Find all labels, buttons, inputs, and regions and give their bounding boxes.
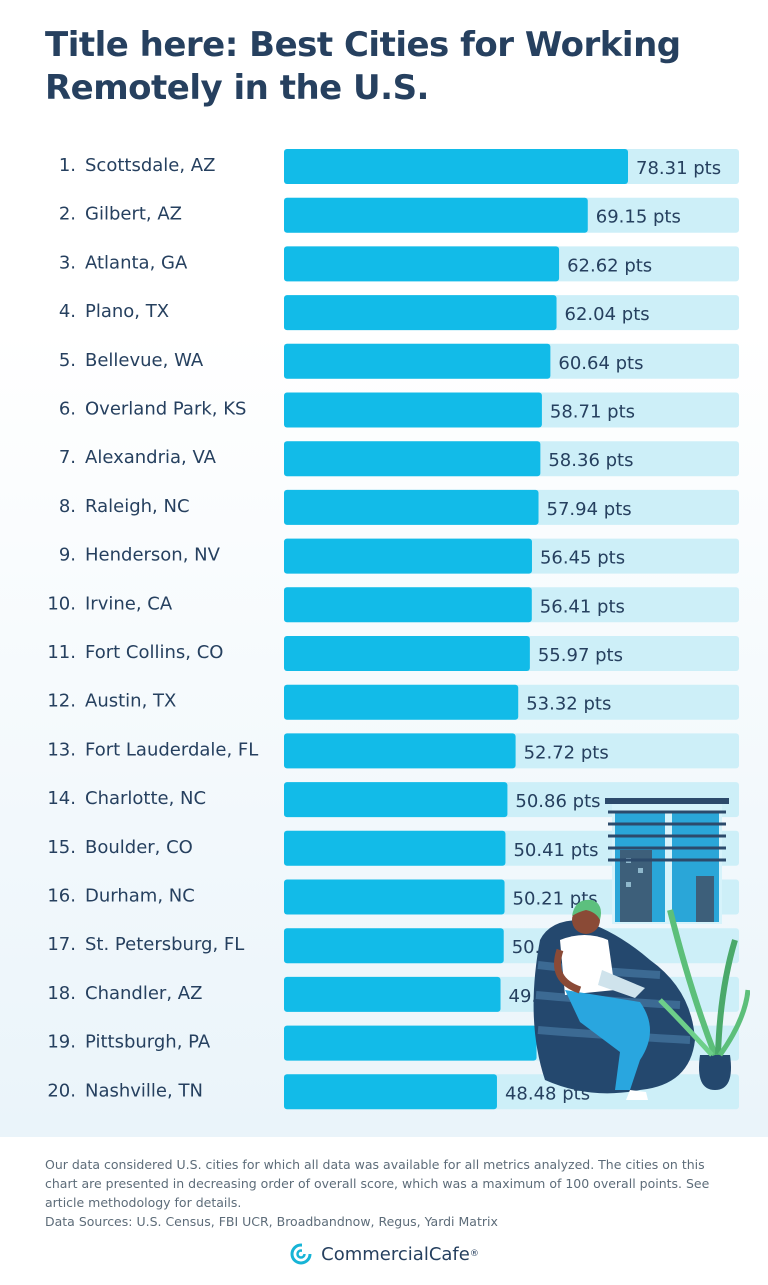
- commercialcafe-logo-icon: [290, 1242, 314, 1265]
- rank-number: 8.: [59, 496, 76, 517]
- city-label: Alexandria, VA: [85, 447, 217, 468]
- city-label: Henderson, NV: [85, 545, 221, 566]
- rank-number: 19.: [47, 1032, 76, 1053]
- city-label: Overland Park, KS: [85, 399, 246, 420]
- bar: [284, 392, 542, 428]
- person-head: [572, 906, 600, 934]
- value-label: 56.41 pts: [540, 596, 625, 617]
- value-label: 55.97 pts: [538, 645, 623, 666]
- rank-number: 12.: [47, 691, 76, 712]
- city-label: Pittsburgh, PA: [85, 1032, 211, 1053]
- bar-chart: 1. Scottsdale, AZ 78.31 pts 2. Gilbert, AZ 69…: [47, 149, 739, 1110]
- rank-number: 17.: [47, 934, 76, 955]
- value-label: 56.45 pts: [540, 548, 625, 569]
- bar: [284, 1074, 497, 1110]
- bar: [284, 879, 505, 915]
- rank-number: 2.: [59, 204, 76, 225]
- bar: [284, 830, 506, 866]
- methodology-note: Our data considered U.S. cities for whic…: [45, 1157, 710, 1210]
- city-label: St. Petersburg, FL: [85, 934, 244, 955]
- city-label: Irvine, CA: [85, 593, 173, 614]
- data-sources: Data Sources: U.S. Census, FBI UCR, Broa…: [45, 1214, 498, 1229]
- rank-number: 18.: [47, 983, 76, 1004]
- laptop: [598, 970, 645, 998]
- value-label: 52.72 pts: [524, 742, 609, 763]
- blinds-bar: [605, 798, 729, 804]
- bar: [284, 197, 588, 233]
- rank-number: 20.: [47, 1080, 76, 1101]
- city-label: Charlotte, NC: [85, 788, 206, 809]
- footer: Our data considered U.S. cities for whic…: [0, 1137, 768, 1285]
- remote-worker-illustration-icon: [533, 798, 750, 1100]
- bar: [284, 149, 628, 184]
- value-label: 48.48 pts: [505, 1083, 590, 1104]
- city-label: Austin, TX: [85, 691, 176, 712]
- brand-name: CommercialCafe: [321, 1243, 470, 1265]
- value-label: 62.04 pts: [565, 304, 650, 325]
- value-label: 53.32 pts: [526, 694, 611, 715]
- rank-number: 4.: [59, 301, 76, 322]
- bar: [284, 782, 508, 818]
- rank-number: 10.: [47, 593, 76, 614]
- city-label: Nashville, TN: [85, 1080, 203, 1101]
- rank-number: 16.: [47, 886, 76, 907]
- value-label: 58.36 pts: [548, 450, 633, 471]
- bar: [284, 441, 541, 477]
- city-label: Bellevue, WA: [85, 350, 204, 371]
- brand-registered-mark: ®: [469, 1249, 479, 1259]
- bar: [284, 684, 519, 720]
- rank-number: 7.: [59, 447, 76, 468]
- rank-number: 13.: [47, 739, 76, 760]
- city-label: Atlanta, GA: [85, 252, 188, 273]
- city-label: Fort Lauderdale, FL: [85, 739, 258, 760]
- bar: [284, 295, 557, 331]
- rank-number: 3.: [59, 252, 76, 273]
- bar: [284, 489, 539, 525]
- bar: [284, 538, 532, 574]
- value-label: 50.41 pts: [513, 840, 598, 861]
- city-label: Plano, TX: [85, 301, 169, 322]
- value-label: 78.31 pts: [636, 158, 721, 179]
- person-skirt: [565, 990, 650, 1090]
- value-label: 50.86 pts: [515, 791, 600, 812]
- rank-number: 14.: [47, 788, 76, 809]
- value-label: 62.62 pts: [567, 255, 652, 276]
- value-label: 69.15 pts: [596, 207, 681, 228]
- bar: [284, 928, 504, 964]
- rank-number: 11.: [47, 642, 76, 663]
- chart-title: Title here: Best Cities for Working Remo…: [45, 25, 681, 108]
- bar: [284, 733, 516, 769]
- brand[interactable]: CommercialCafe ®: [0, 1239, 768, 1269]
- building-silhouette: [620, 850, 652, 922]
- bar: [284, 636, 530, 671]
- city-label: Gilbert, AZ: [85, 204, 182, 225]
- value-label: 60.64 pts: [558, 353, 643, 374]
- city-label: Scottsdale, AZ: [85, 155, 215, 176]
- city-label: Durham, NC: [85, 886, 195, 907]
- city-label: Boulder, CO: [85, 837, 193, 858]
- city-label: Chandler, AZ: [85, 983, 202, 1004]
- plant-pot: [699, 1055, 731, 1090]
- city-label: Raleigh, NC: [85, 496, 190, 517]
- value-label: 50.21 pts: [513, 889, 598, 910]
- rank-number: 1.: [59, 155, 76, 176]
- rank-number: 9.: [59, 545, 76, 566]
- city-label: Fort Collins, CO: [85, 642, 223, 663]
- value-label: 58.71 pts: [550, 402, 635, 423]
- rank-number: 6.: [59, 399, 76, 420]
- bar: [284, 1025, 537, 1061]
- bar: [284, 343, 551, 379]
- bar: [284, 587, 532, 623]
- rank-number: 5.: [59, 350, 76, 371]
- rank-number: 15.: [47, 837, 76, 858]
- bar: [284, 976, 501, 1012]
- bar: [284, 246, 560, 282]
- value-label: 57.94 pts: [547, 499, 632, 520]
